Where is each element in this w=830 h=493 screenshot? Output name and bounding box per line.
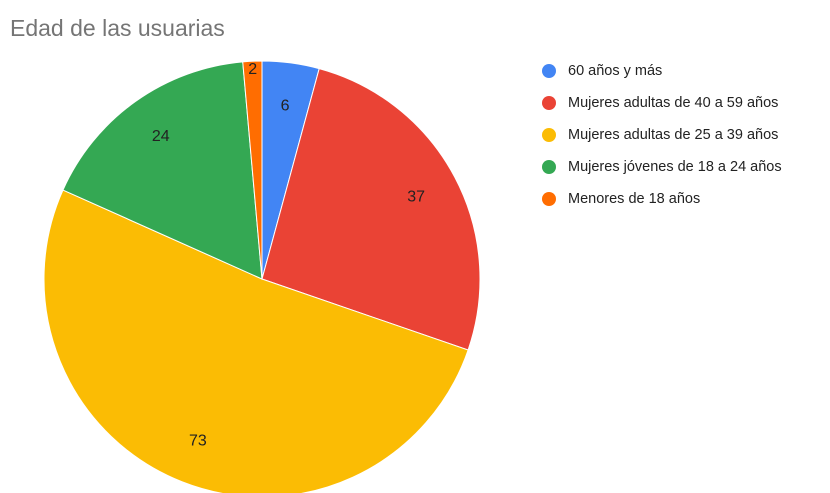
chart-title: Edad de las usuarias xyxy=(10,15,225,41)
legend-swatch xyxy=(542,96,556,110)
pie-slice xyxy=(242,60,263,280)
data-label: 24 xyxy=(152,128,170,145)
data-label: 2 xyxy=(248,61,257,78)
legend-label: Mujeres adultas de 25 a 39 años xyxy=(568,127,778,143)
pie-slice xyxy=(62,61,263,280)
legend-swatch xyxy=(542,160,556,174)
legend-label: Menores de 18 años xyxy=(568,191,700,207)
pie-slice xyxy=(261,68,481,351)
legend-label: Mujeres jóvenes de 18 a 24 años xyxy=(568,159,782,175)
data-label: 6 xyxy=(281,97,290,114)
legend-swatch xyxy=(542,192,556,206)
legend-swatch xyxy=(542,64,556,78)
data-label: 37 xyxy=(407,189,425,206)
data-label: 73 xyxy=(189,432,207,449)
pie-slice xyxy=(43,189,469,493)
legend-label: 60 años y más xyxy=(568,63,662,79)
legend-swatch xyxy=(542,128,556,142)
legend-label: Mujeres adultas de 40 a 59 años xyxy=(568,95,778,111)
